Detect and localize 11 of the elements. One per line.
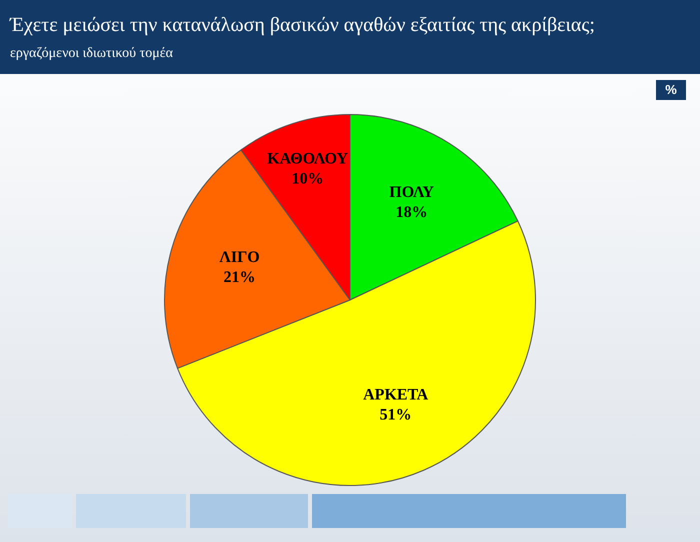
data-label: 10% <box>292 170 324 188</box>
chart-subtitle: εργαζόμενοι ιδιωτικού τομέα <box>10 46 173 62</box>
slice-label: ΛΙΓΟ <box>219 249 260 266</box>
data-label: 51% <box>380 406 412 424</box>
slice-label: ΚΑΘΟΛΟΥ <box>267 150 348 168</box>
slice-label: ΑΡΚΕΤΑ <box>363 386 429 404</box>
data-label: 21% <box>224 269 256 286</box>
data-label: 18% <box>396 204 428 222</box>
text: % <box>656 80 686 100</box>
slice-label: ΠΟΛΥ <box>389 184 434 202</box>
chart-title: Έχετε μειώσει την κατανάλωση βασικών αγαθών εξαιτίας της ακρίβειας; <box>10 14 595 37</box>
